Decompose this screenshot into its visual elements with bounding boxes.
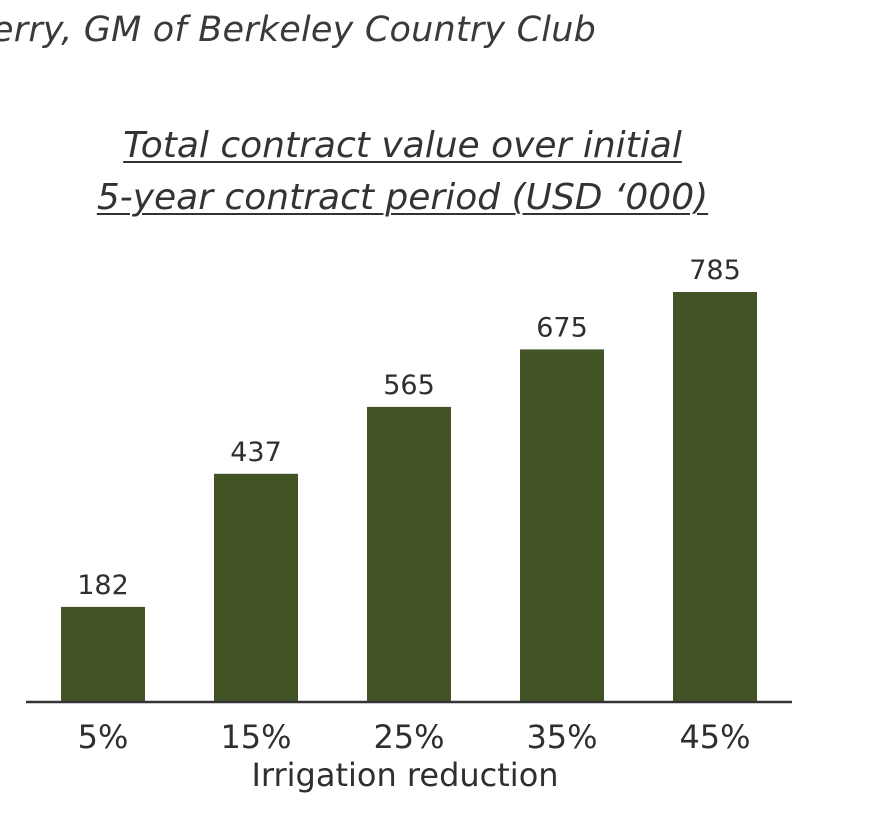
data-label-3: 675 — [536, 312, 588, 343]
data-label-0: 182 — [77, 570, 129, 601]
chart-title-line-1: Total contract value over initial — [123, 125, 682, 166]
x-tick-label-3: 35% — [526, 718, 597, 756]
bar-2 — [367, 406, 451, 702]
data-label-1: 437 — [230, 437, 282, 468]
chart-title: Total contract value over initial 5-year… — [0, 120, 805, 224]
chart-title-line-2: 5-year contract period (USD ‘000) — [96, 177, 709, 218]
x-tick-label-4: 45% — [679, 718, 750, 756]
data-label-4: 785 — [689, 255, 741, 286]
bar-0 — [61, 606, 145, 702]
bar-4 — [673, 292, 757, 702]
bar-3 — [520, 349, 604, 702]
x-tick-label-1: 15% — [220, 718, 291, 756]
data-label-2: 565 — [383, 370, 435, 401]
bar-1 — [214, 473, 298, 702]
x-axis-label: Irrigation reduction — [251, 756, 558, 794]
quote-attribution: erry, GM of Berkeley Country Club — [0, 10, 597, 50]
x-tick-label-0: 5% — [78, 718, 129, 756]
x-tick-label-2: 25% — [373, 718, 444, 756]
